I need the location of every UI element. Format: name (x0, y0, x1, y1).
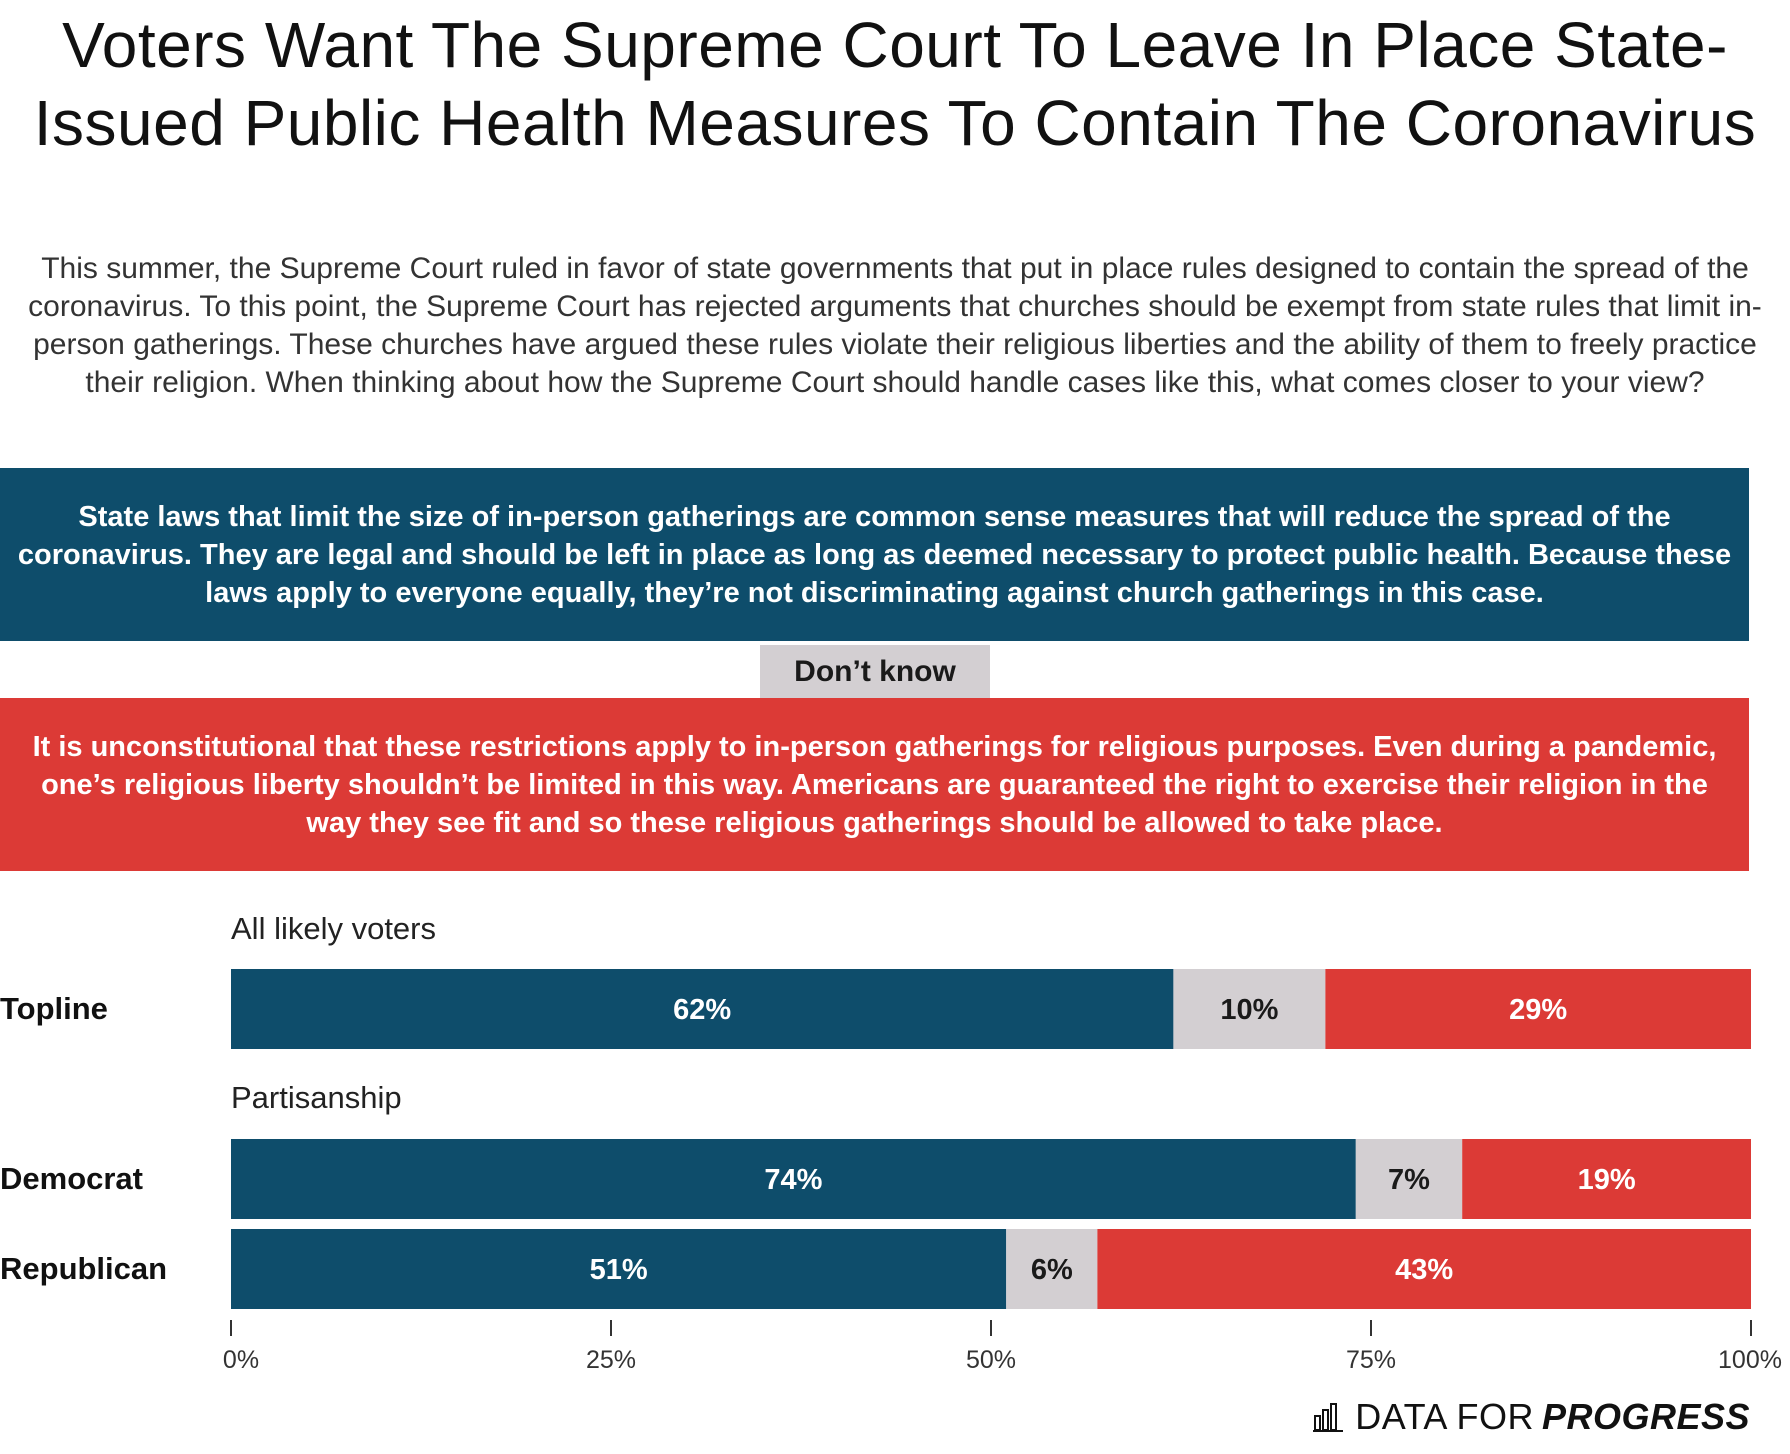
brand-text-light: DATA FOR (1355, 1396, 1534, 1437)
chart-title: Voters Want The Supreme Court To Leave I… (33, 9, 1757, 159)
brand-text-strong: PROGRESS (1541, 1396, 1750, 1437)
data-label-topline-oppose: 29% (1509, 994, 1567, 1026)
bar-democrat-support (231, 1139, 1356, 1219)
row-label-democrat: Democrat (0, 1161, 143, 1196)
data-label-democrat-dont-know: 7% (1388, 1164, 1430, 1196)
data-label-democrat-support: 74% (764, 1164, 822, 1196)
bar-topline-dont-know (1173, 969, 1326, 1049)
row-label-topline: Topline (0, 991, 108, 1026)
group-label-all-voters: All likely voters (231, 911, 436, 946)
brand-logo: DATA FOR PROGRESS (1313, 1396, 1750, 1438)
chart-subtitle: This summer, the Supreme Court ruled in … (28, 252, 1762, 399)
data-label-republican-support: 51% (590, 1254, 648, 1286)
data-label-topline-support: 62% (673, 994, 731, 1026)
bar-chart-icon (1313, 1403, 1344, 1432)
data-label-democrat-oppose: 19% (1578, 1164, 1636, 1196)
group-label-partisanship: Partisanship (231, 1080, 402, 1115)
x-axis-tick-label: 0% (223, 1346, 259, 1374)
bar-topline-support (231, 969, 1174, 1049)
x-axis-tick-label: 50% (966, 1346, 1016, 1374)
bar-republican-oppose (1097, 1229, 1751, 1309)
bar-republican-dont-know (1006, 1229, 1098, 1309)
data-label-republican-oppose: 43% (1395, 1254, 1453, 1286)
bar-democrat-dont-know (1355, 1139, 1463, 1219)
data-label-republican-dont-know: 6% (1031, 1254, 1073, 1286)
response-option-oppose: It is unconstitutional that these restri… (0, 698, 1749, 871)
x-axis-tick-label: 100% (1718, 1346, 1782, 1374)
x-axis-tick-label: 75% (1346, 1346, 1396, 1374)
row-label-republican: Republican (0, 1251, 168, 1286)
response-option-dont-know: Don’t know (760, 645, 990, 698)
x-axis-tick-label: 25% (586, 1346, 636, 1374)
data-label-topline-dont-know: 10% (1220, 994, 1278, 1026)
bar-republican-support (231, 1229, 1007, 1309)
bar-democrat-oppose (1462, 1139, 1751, 1219)
response-option-support: State laws that limit the size of in-per… (0, 468, 1749, 641)
bar-topline-oppose (1325, 969, 1751, 1049)
